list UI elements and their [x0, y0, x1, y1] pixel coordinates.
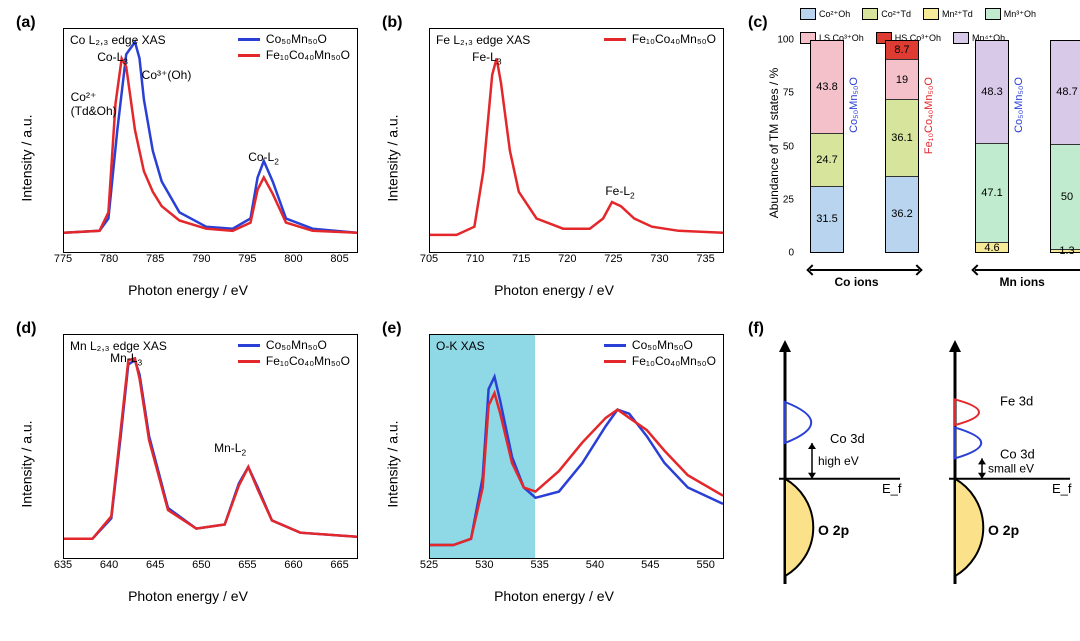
- panel-b: (b) Fe L₂,₃ edge XAS Fe-L3Fe-L2 Fe₁₀Co₄₀…: [374, 8, 734, 308]
- figure-grid: (a) Co L₂,₃ edge XAS Co-L3Co³⁺(Oh)Co²⁺(T…: [8, 8, 1072, 614]
- panel-a: (a) Co L₂,₃ edge XAS Co-L3Co³⁺(Oh)Co²⁺(T…: [8, 8, 368, 308]
- panel-c-yticks: 0255075100: [778, 40, 798, 253]
- stacked-bar: 8.71936.136.2: [885, 40, 919, 253]
- panel-c-bars: 43.824.731.5Co₅₀Mn₅₀O8.71936.136.2Fe₁₀Co…: [800, 40, 1080, 253]
- panel-b-title: Fe L₂,₃ edge XAS: [436, 33, 530, 47]
- sch-left-svg: E_f O 2p Co 3d high eV: [760, 338, 910, 594]
- panel-b-xlabel: Photon energy / eV: [374, 282, 734, 298]
- panel-a-xlabel: Photon energy / eV: [8, 282, 368, 298]
- panel-e-letter: (e): [382, 320, 402, 338]
- panel-f-letter: (f): [748, 320, 764, 338]
- panel-a-xticks: 775780785790795800805: [63, 253, 358, 273]
- stacked-bar: 48.347.14.6: [975, 40, 1009, 253]
- svg-text:E_f: E_f: [882, 481, 902, 496]
- panel-a-title: Co L₂,₃ edge XAS: [70, 33, 166, 47]
- panel-c-letter: (c): [748, 14, 768, 32]
- panel-e: (e) O-K XAS Co₅₀Mn₅₀OFe₁₀Co₄₀Mn₅₀O Inten…: [374, 314, 734, 614]
- svg-text:high eV: high eV: [818, 454, 859, 468]
- panel-d-legend: Co₅₀Mn₅₀OFe₁₀Co₄₀Mn₅₀O: [234, 336, 354, 371]
- panel-d: (d) Mn L₂,₃ edge XAS Mn-L3Mn-L2 Co₅₀Mn₅₀…: [8, 314, 368, 614]
- sch-right: E_f O 2p Co 3d Fe 3d small eV: [930, 338, 1080, 594]
- panel-c: (c) Co²⁺OhCo²⁺TdMn²⁺TdMn³⁺OhLS Co³⁺OhHS …: [740, 8, 1080, 308]
- sch-right-svg: E_f O 2p Co 3d Fe 3d small eV: [930, 338, 1080, 594]
- panel-e-xticks: 525530535540545550: [429, 559, 724, 579]
- panel-e-ylabel: Intensity / a.u.: [385, 420, 401, 507]
- panel-a-ylabel: Intensity / a.u.: [19, 114, 35, 201]
- sch-left: E_f O 2p Co 3d high eV: [760, 338, 910, 594]
- panel-b-letter: (b): [382, 14, 402, 32]
- stacked-bar: 43.824.731.5: [810, 40, 844, 253]
- svg-text:Fe 3d: Fe 3d: [1000, 393, 1033, 408]
- svg-text:O 2p: O 2p: [988, 522, 1019, 538]
- panel-b-ylabel: Intensity / a.u.: [385, 114, 401, 201]
- panel-a-legend: Co₅₀Mn₅₀OFe₁₀Co₄₀Mn₅₀O: [234, 30, 354, 65]
- svg-text:E_f: E_f: [1052, 481, 1072, 496]
- panel-b-legend: Fe₁₀Co₄₀Mn₅₀O: [600, 30, 720, 50]
- panel-e-xlabel: Photon energy / eV: [374, 588, 734, 604]
- panel-f-schematic: E_f O 2p Co 3d high eV E_f O 2p Co 3d Fe 3d sma…: [750, 338, 1080, 594]
- stacked-bar: 48.7501.3: [1050, 40, 1080, 253]
- panel-c-legend: Co²⁺OhCo²⁺TdMn²⁺TdMn³⁺OhLS Co³⁺OhHS Co³⁺…: [800, 8, 1080, 44]
- panel-e-title: O-K XAS: [436, 339, 485, 353]
- panel-f: (f) E_f O 2p Co 3d high eV E_f O 2p Co 3d Fe 3…: [740, 314, 1080, 614]
- panel-e-legend: Co₅₀Mn₅₀OFe₁₀Co₄₀Mn₅₀O: [600, 336, 720, 371]
- panel-a-letter: (a): [16, 14, 36, 32]
- svg-text:Co 3d: Co 3d: [1000, 446, 1035, 461]
- svg-text:small eV: small eV: [988, 462, 1034, 476]
- panel-b-xticks: 705710715720725730735: [429, 253, 724, 273]
- panel-d-letter: (d): [16, 320, 36, 338]
- panel-d-xlabel: Photon energy / eV: [8, 588, 368, 604]
- plot-b-frame: Fe L₂,₃ edge XAS Fe-L3Fe-L2: [429, 28, 724, 253]
- panel-d-ylabel: Intensity / a.u.: [19, 420, 35, 507]
- panel-d-xticks: 635640645650655660665: [63, 559, 358, 579]
- svg-text:O 2p: O 2p: [818, 522, 849, 538]
- svg-text:Co 3d: Co 3d: [830, 431, 865, 446]
